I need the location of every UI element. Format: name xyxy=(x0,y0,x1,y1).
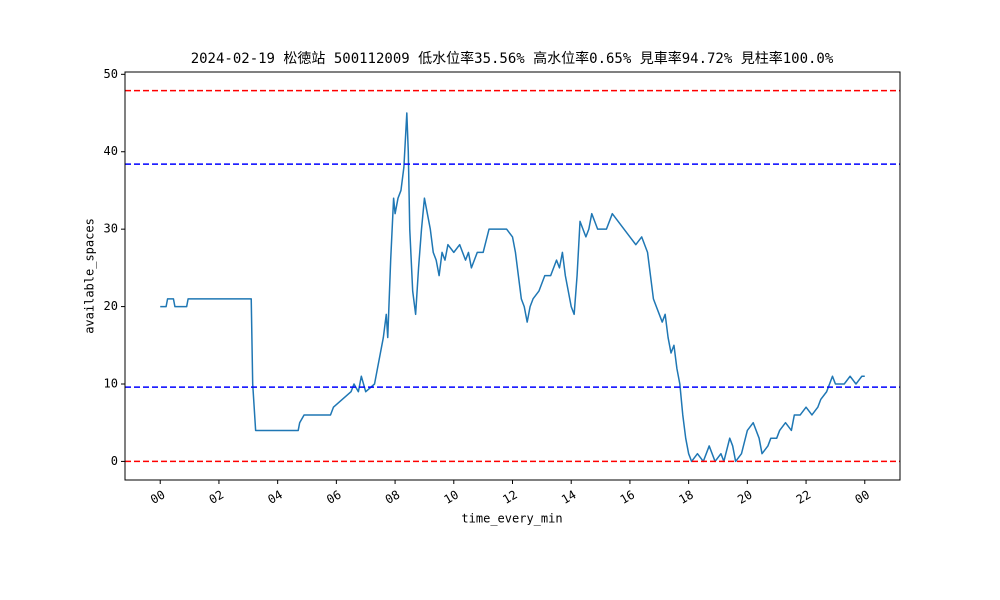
y-tick-label: 0 xyxy=(111,454,118,468)
x-tick-label: 20 xyxy=(735,488,755,507)
y-tick-label: 50 xyxy=(104,67,118,81)
x-tick-label: 08 xyxy=(383,488,403,507)
chart-title: 2024-02-19 松徳站 500112009 低水位率35.56% 高水位率… xyxy=(191,50,834,67)
x-tick-label: 00 xyxy=(148,488,168,507)
x-tick-label: 04 xyxy=(265,488,285,507)
x-tick-label: 16 xyxy=(618,488,638,507)
x-tick-label: 02 xyxy=(207,488,227,507)
x-tick-label: 10 xyxy=(442,488,462,507)
y-axis-label: available_spaces xyxy=(83,218,97,334)
y-tick-label: 30 xyxy=(104,222,118,236)
x-tick-label: 18 xyxy=(676,488,696,507)
x-tick-label: 22 xyxy=(794,488,814,507)
data-line xyxy=(160,112,865,463)
x-tick-label: 12 xyxy=(500,488,520,507)
y-tick-label: 20 xyxy=(104,299,118,313)
y-tick-label: 10 xyxy=(104,377,118,391)
x-axis-label: time_every_min xyxy=(461,512,562,526)
x-tick-label: 14 xyxy=(559,488,579,507)
x-tick-label: 00 xyxy=(853,488,873,507)
plot-frame xyxy=(124,71,901,481)
x-tick-label: 06 xyxy=(324,488,344,507)
y-tick-label: 40 xyxy=(104,144,118,158)
